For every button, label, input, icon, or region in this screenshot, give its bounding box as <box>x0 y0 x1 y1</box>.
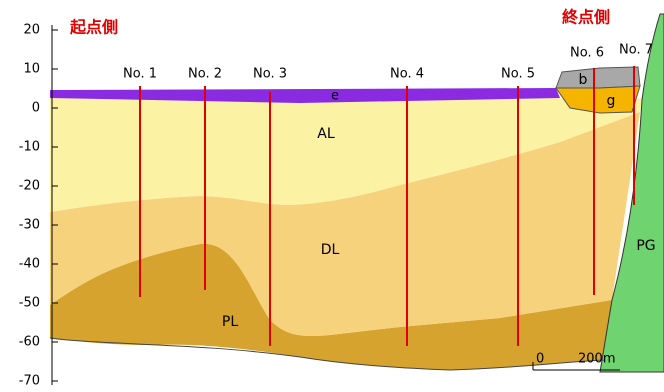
layer-label: AL <box>317 126 335 142</box>
layer-label: b <box>579 72 588 88</box>
y-tick-label: -70 <box>19 374 40 389</box>
layer-label: DL <box>321 242 340 258</box>
layer-label: PG <box>636 238 655 254</box>
start-heading: 起点側 <box>69 18 118 37</box>
y-tick-label: -20 <box>19 179 40 194</box>
y-tick-label: 10 <box>23 62 40 77</box>
layer-label: e <box>331 89 339 104</box>
borehole-label: No. 6 <box>570 46 604 61</box>
borehole-label: No. 7 <box>619 43 653 58</box>
scale-zero: 0 <box>536 352 544 367</box>
y-tick-label: 0 <box>32 101 40 116</box>
borehole-label: No. 1 <box>123 67 157 82</box>
y-tick-label: -40 <box>19 257 40 272</box>
borehole-label: No. 2 <box>188 67 222 82</box>
end-heading: 終点側 <box>562 8 610 27</box>
y-tick-label: -10 <box>19 140 40 155</box>
borehole-label: No. 4 <box>390 67 424 82</box>
layer-label: PL <box>222 314 238 330</box>
cross-section: 起点側 終点側 AL DL PL PG b g e 0 200m 20 10 0 -1… <box>0 0 664 392</box>
y-tick-label: 20 <box>23 23 40 38</box>
borehole-label: No. 5 <box>501 67 535 82</box>
borehole-label: No. 3 <box>253 67 287 82</box>
y-tick-label: -30 <box>19 218 40 233</box>
y-tick-label: -50 <box>19 296 40 311</box>
scale-length: 200m <box>578 352 615 367</box>
layer-label: g <box>607 93 616 109</box>
y-tick-label: -60 <box>19 335 40 350</box>
